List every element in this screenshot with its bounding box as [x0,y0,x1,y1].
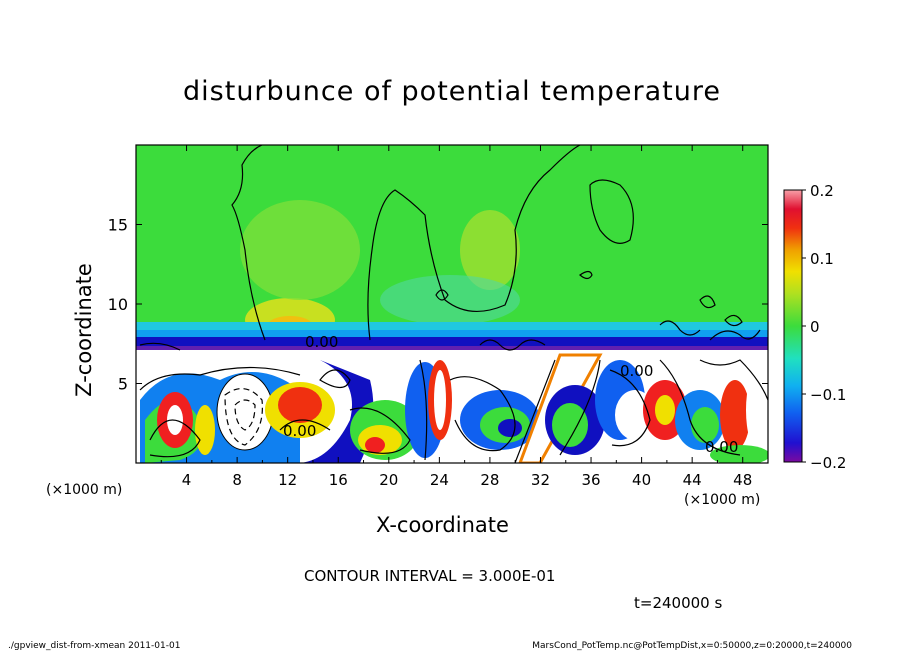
colorbar-tick-label: 0.2 [810,182,834,200]
x-tick-label: 44 [683,471,702,489]
x-tick-label: 40 [632,471,651,489]
heatmap-field [136,145,768,463]
colorbar-tick-label: −0.2 [810,454,846,472]
x-tick-label: 48 [733,471,752,489]
y-axis: 5 10 15 [108,216,768,394]
contour-lines [139,145,768,463]
footer-left: ./gpview_dist-from-xmean 2011-01-01 [8,641,181,651]
contour-label: 0.00 [283,422,316,440]
colorbar-tick-label: 0.1 [810,250,834,268]
x-unit-label-left: (×1000 m) [46,482,123,498]
x-tick-label: 16 [329,471,348,489]
time-stamp: t=240000 s [634,594,723,612]
x-tick-label: 12 [278,471,297,489]
y-tick-label: 5 [118,375,128,394]
x-axis: 4 8 12 16 20 24 28 32 36 40 44 48 [160,145,752,489]
colorbar-tick-label: 0 [810,318,820,336]
contour-label: 0.00 [620,362,653,380]
y-tick-label: 15 [108,216,128,235]
colorbar [783,189,803,463]
contour-label: 0.00 [705,438,738,456]
x-tick-label: 36 [581,471,600,489]
x-tick-label: 24 [430,471,449,489]
y-tick-label: 10 [108,295,128,314]
contour-interval: CONTOUR INTERVAL = 3.000E-01 [304,567,556,585]
contour-label: 0.00 [305,333,338,351]
chart-title: disturbunce of potential temperature [183,76,721,107]
x-tick-label: 28 [480,471,499,489]
footer-right: MarsCond_PotTemp.nc@PotTempDist,x=0:5000… [532,641,852,651]
x-axis-title: X-coordinate [376,513,509,537]
x-tick-label: 8 [232,471,242,489]
colorbar-tick-label: −0.1 [810,386,846,404]
x-tick-label: 32 [531,471,550,489]
x-tick-label: 4 [182,471,192,489]
x-unit-label: (×1000 m) [684,492,761,508]
x-tick-label: 20 [379,471,398,489]
y-axis-title: Z-coordinate [72,263,96,397]
colorbar-ticks: 0.2 0.1 0 −0.1 −0.2 [802,182,846,472]
